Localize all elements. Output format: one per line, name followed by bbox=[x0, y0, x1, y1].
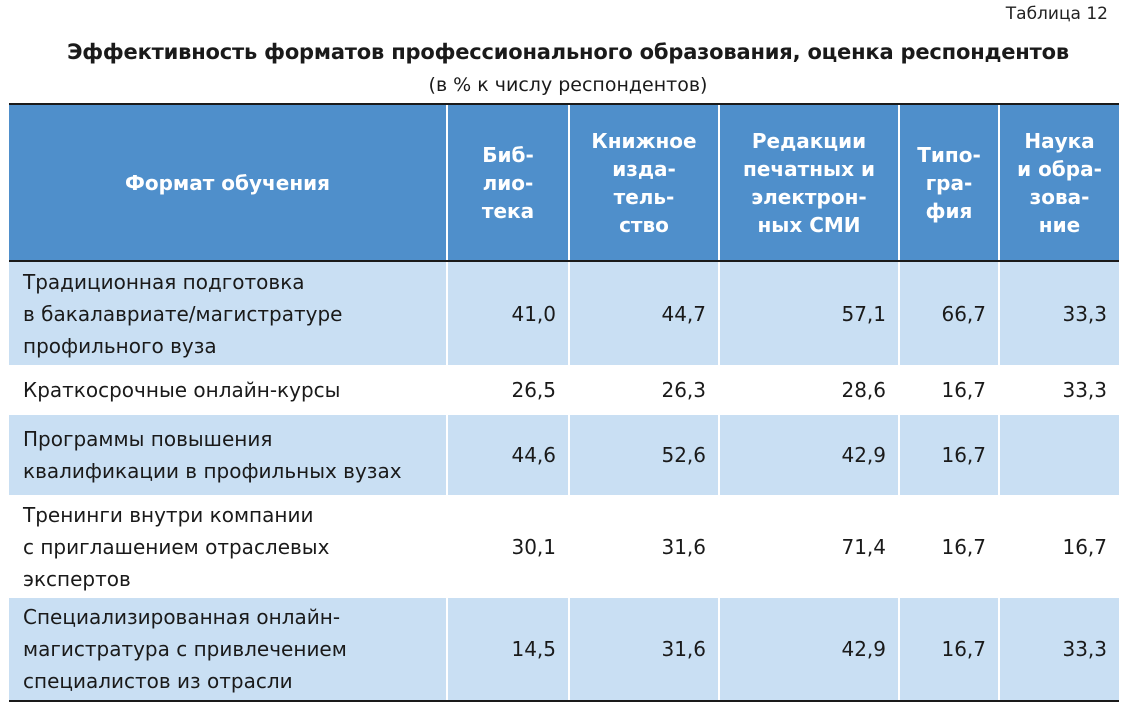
value-cell: 16,7 bbox=[898, 415, 999, 495]
table-row: Специализированная онлайн-магистратура с… bbox=[9, 598, 1119, 702]
value-cell: 42,9 bbox=[718, 415, 899, 495]
value-cell: 52,6 bbox=[568, 415, 719, 495]
effectiveness-table: Формат обучения Биб-лио-тека Книжное изда-… bbox=[9, 103, 1119, 702]
format-line: с приглашением отраслевых bbox=[23, 534, 330, 559]
header-line: фия bbox=[925, 198, 973, 223]
value-cell: 71,4 bbox=[718, 495, 899, 598]
header-line: тель- bbox=[613, 184, 675, 209]
format-line: Краткосрочные онлайн-курсы bbox=[23, 378, 341, 402]
table-body: Традиционная подготовка в бакалавриате/ма… bbox=[9, 261, 1119, 702]
value-cell: 41,0 bbox=[446, 261, 569, 365]
value-cell bbox=[998, 415, 1119, 495]
header-line: гра- bbox=[925, 170, 973, 195]
header-printing: Типо-гра-фия bbox=[898, 103, 999, 262]
value-cell: 42,9 bbox=[718, 598, 899, 702]
value-cell: 26,3 bbox=[568, 365, 719, 415]
header-line: ных СМИ bbox=[757, 212, 861, 237]
value-cell: 14,5 bbox=[446, 598, 569, 702]
format-line: Традиционная подготовка bbox=[23, 269, 305, 294]
header-line: ние bbox=[1038, 212, 1081, 237]
format-cell: Тренинги внутри компании с приглашением о… bbox=[9, 495, 447, 598]
value-cell: 30,1 bbox=[446, 495, 569, 598]
table-row: Программы повышения квалификации в профил… bbox=[9, 415, 1119, 495]
header-line: зова- bbox=[1029, 184, 1090, 209]
header-line: Наука bbox=[1024, 128, 1095, 153]
header-media: Редакции печатных и электрон-ных СМИ bbox=[718, 103, 899, 262]
format-line: квалификации в профильных вузах bbox=[23, 459, 402, 483]
table-number: Таблица 12 bbox=[1005, 4, 1108, 24]
header-book-publishing: Книжное изда-тель-ство bbox=[568, 103, 719, 262]
format-cell: Краткосрочные онлайн-курсы bbox=[9, 365, 447, 415]
value-cell: 31,6 bbox=[568, 495, 719, 598]
value-cell: 16,7 bbox=[898, 365, 999, 415]
header-line: Типо- bbox=[917, 142, 981, 167]
value-cell: 16,7 bbox=[898, 598, 999, 702]
format-line: в бакалавриате/магистратуре bbox=[23, 301, 343, 326]
value-cell: 33,3 bbox=[998, 598, 1119, 702]
value-cell: 33,3 bbox=[998, 261, 1119, 365]
header-line: и обра- bbox=[1017, 156, 1102, 181]
header-row: Формат обучения Биб-лио-тека Книжное изда-… bbox=[9, 103, 1119, 262]
value-cell: 33,3 bbox=[998, 365, 1119, 415]
format-cell: Программы повышения квалификации в профил… bbox=[9, 415, 447, 495]
value-cell: 66,7 bbox=[898, 261, 999, 365]
header-line: Книжное bbox=[591, 128, 697, 153]
header-line: тека bbox=[481, 198, 535, 223]
header-line: Редакции bbox=[751, 128, 867, 153]
format-line: Программы повышения bbox=[23, 427, 273, 451]
value-cell: 57,1 bbox=[718, 261, 899, 365]
header-science-education: Наука и обра-зова-ние bbox=[998, 103, 1119, 262]
format-cell: Специализированная онлайн-магистратура с… bbox=[9, 598, 447, 702]
table-row: Краткосрочные онлайн-курсы 26,5 26,3 28,6 16… bbox=[9, 365, 1119, 415]
format-line: экспертов bbox=[23, 566, 131, 591]
value-cell: 26,5 bbox=[446, 365, 569, 415]
header-line: электрон- bbox=[751, 184, 867, 209]
header-line: печатных и bbox=[743, 156, 875, 181]
header-line: изда- bbox=[612, 156, 676, 181]
format-line: магистратура с привлечением bbox=[23, 637, 347, 661]
table-row: Традиционная подготовка в бакалавриате/ма… bbox=[9, 261, 1119, 365]
format-line: профильного вуза bbox=[23, 333, 217, 358]
header-library: Биб-лио-тека bbox=[446, 103, 569, 262]
value-cell: 44,7 bbox=[568, 261, 719, 365]
format-line: Специализированная онлайн- bbox=[23, 605, 341, 629]
table-row: Тренинги внутри компании с приглашением о… bbox=[9, 495, 1119, 598]
value-cell: 44,6 bbox=[446, 415, 569, 495]
format-line: специалистов из отрасли bbox=[23, 669, 293, 693]
header-format: Формат обучения bbox=[9, 103, 447, 262]
header-line: лио- bbox=[482, 170, 534, 195]
value-cell: 16,7 bbox=[998, 495, 1119, 598]
value-cell: 28,6 bbox=[718, 365, 899, 415]
table-subtitle: (в % к числу респондентов) bbox=[428, 74, 708, 96]
header-line: Биб- bbox=[482, 142, 534, 167]
format-line: Тренинги внутри компании bbox=[23, 502, 314, 527]
header-line: ство bbox=[619, 212, 669, 237]
value-cell: 31,6 bbox=[568, 598, 719, 702]
table-title: Эффективность форматов профессионального… bbox=[67, 40, 1069, 64]
format-cell: Традиционная подготовка в бакалавриате/ма… bbox=[9, 261, 447, 365]
value-cell: 16,7 bbox=[898, 495, 999, 598]
